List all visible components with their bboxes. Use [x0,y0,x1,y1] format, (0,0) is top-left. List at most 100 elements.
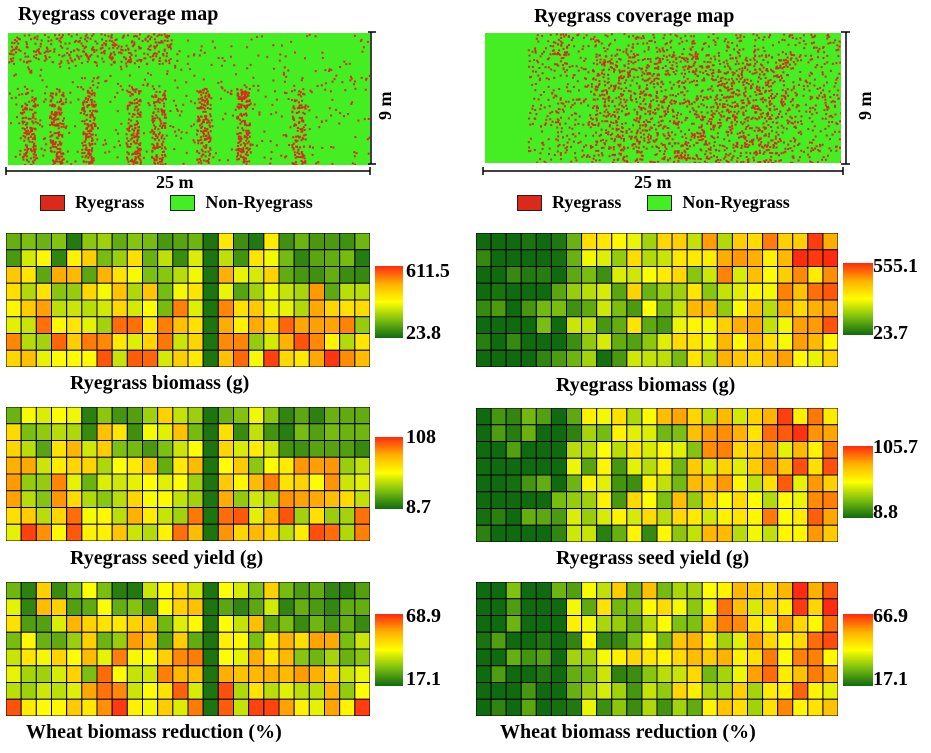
heatmap-cell [807,615,824,633]
heatmap-cell [716,524,733,542]
heatmap-cell [111,349,128,367]
heatmap-cell [671,457,688,476]
heatmap-cell [339,665,356,683]
heatmap-cell [731,598,749,616]
heatmap-cell [51,299,68,318]
heatmap-cell [81,698,98,716]
heatmap-cell [762,598,779,616]
heatmap-cell [157,598,174,616]
heatmap-cell [505,582,522,600]
heatmap-cell [822,615,838,633]
heatmap-cell [490,615,507,633]
heatmap-cell [263,249,280,267]
heatmap-cell [248,582,265,600]
heatmap-cell [172,682,189,700]
heatmap-cell [686,249,703,267]
heatmap-cell [747,282,764,301]
heatmap-cell [671,698,688,716]
non-ryegrass-swatch [647,194,673,211]
heatmap-cell [217,665,235,683]
heatmap-cell [550,648,567,667]
heatmap-cell [792,441,809,459]
heatmap-cell [596,282,613,301]
heatmap-cell [656,582,673,600]
heatmap-cell [505,249,522,267]
heatmap-cell [671,474,688,493]
heatmap-cell [777,424,794,442]
heatmap-cell [596,249,613,267]
heatmap-cell [550,582,567,600]
heatmap-cell [126,490,144,508]
heatmap-cell [187,615,204,633]
heatmap-cell [233,648,250,667]
heatmap-cell [142,631,159,650]
heatmap-cell [611,582,628,600]
heatmap-cell [187,507,204,525]
heatmap-cell [81,582,98,600]
heatmap-cell [581,474,598,493]
heatmap-cell [172,333,189,351]
heatmap-cell [671,282,688,301]
heatmap-cell [671,349,688,367]
heatmap-cell [701,316,718,334]
heatmap-cell [20,665,37,683]
heatmap-cell [476,491,492,509]
heatmap-cell [701,333,718,351]
heatmap-cell [566,249,583,267]
heatmap-cell [217,299,235,318]
colorbar-left-2 [375,437,403,509]
heatmap-cell [217,423,235,441]
heatmap-cell [157,423,174,441]
heatmap-cell [535,233,552,251]
heatmap-cell [596,333,613,351]
heatmap-cell [716,424,733,442]
heatmap-cell [490,508,507,526]
heatmap-cell [550,524,567,542]
heatmap-cell [263,473,280,492]
heatmap-cell [81,316,98,334]
heatmap-cell [6,423,22,441]
heatmap-cell [762,249,779,267]
heatmap-cell [822,282,838,301]
heatmap-cell [686,474,703,493]
colorbar-left-3 [375,614,403,686]
heatmap-cell [202,507,219,525]
heatmap-cell [217,698,235,716]
heatmap-cell [747,508,764,526]
heatmap-cell [202,682,219,700]
heatmap-cell [263,523,280,541]
heatmap-cell [566,299,583,318]
heatmap-cell [777,631,794,650]
heatmap-cell [96,440,113,458]
heatmap-cell [81,456,98,475]
heatmap-cell [490,333,507,351]
heatmap-cell [293,473,310,492]
heatmap-cell [656,491,673,509]
heatmap-cell [822,408,838,426]
heatmap-cell [248,423,265,441]
heatmap-cell [35,523,52,541]
heatmap-cell [716,682,733,700]
ryegrass-swatch [517,194,542,211]
heatmap-cell [20,266,37,284]
heatmap-cell [581,266,598,284]
heatmap-cell [248,249,265,267]
heatmap-cell [731,249,749,267]
legend-item-ryegrass: Ryegrass [517,192,621,213]
heatmap-cell [641,615,658,633]
heatmap-cell [626,524,643,542]
heatmap-cell [476,441,492,459]
heatmap-cell [142,473,159,492]
heatmap-cell [716,648,733,667]
heatmap-cell [66,507,83,525]
heatmap-cell [172,648,189,667]
heatmap-cell [535,698,552,716]
heatmap-cell [202,440,219,458]
heatmap-cell [248,523,265,541]
heatmap-cell [807,333,824,351]
heatmap-cell [157,615,174,633]
heatmap-cell [476,631,492,650]
heatmap-cell [747,665,764,683]
heatmap-cell [20,282,37,301]
heatmap-cell [611,316,628,334]
